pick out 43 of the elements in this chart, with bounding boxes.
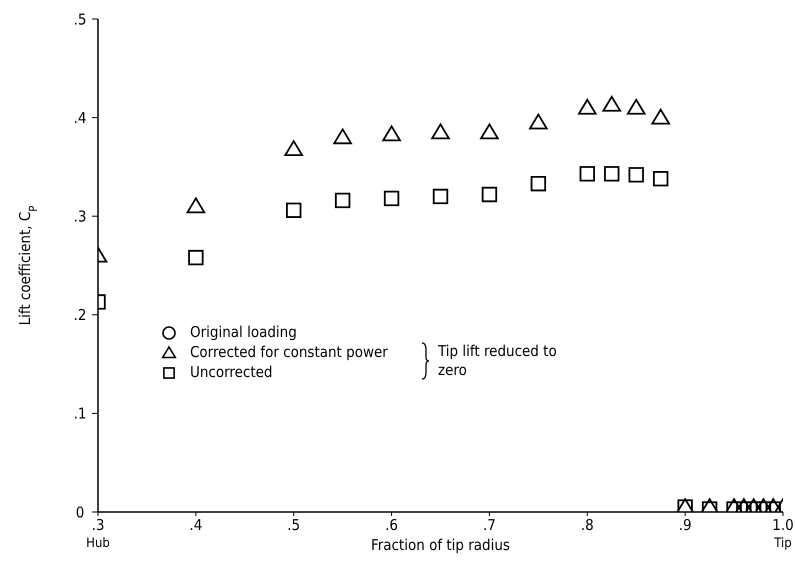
point [530,176,546,192]
annotation: Tip lift reduced to zero [438,342,558,380]
text: Hub [86,536,110,551]
point [334,192,350,208]
point [651,108,670,124]
point [626,98,646,115]
y-tick-label: .2 [74,306,86,324]
x-tick-label: .4 [189,516,202,534]
x-tick-label: .9 [678,516,692,534]
x-tick-label: 1.0 [772,516,794,534]
point [432,188,448,204]
text: Tip [774,536,792,551]
y-tick-label: .1 [74,404,86,423]
point [284,140,304,156]
point [529,114,548,130]
point [580,166,595,182]
legend-label: Uncorrected [190,362,272,382]
point [628,167,644,182]
y-tick-label: .5 [74,10,86,28]
x-axis-title: Fraction of tip radius [371,536,510,554]
point [602,96,622,112]
point [482,186,498,202]
y-tick-label: 0 [76,503,84,522]
legend-label: Corrected for constant power [190,342,388,362]
x-tick-label: .7 [482,516,496,534]
point [384,190,400,206]
y-tick-label: .3 [74,208,86,226]
point [286,202,302,218]
point [604,166,620,182]
x-tick-label: .8 [580,516,594,534]
point [480,123,499,140]
point [188,250,204,266]
legend-label: Original loading [190,322,297,342]
point [652,171,668,186]
x-tick-label: .3 [92,516,104,534]
point [186,197,206,214]
point [382,125,401,142]
x-tick-label: .5 [287,516,300,534]
y-tick-label: .4 [74,108,86,127]
point [578,98,597,115]
point [333,128,352,144]
x-tick-label: .6 [385,516,398,534]
point [431,123,450,140]
